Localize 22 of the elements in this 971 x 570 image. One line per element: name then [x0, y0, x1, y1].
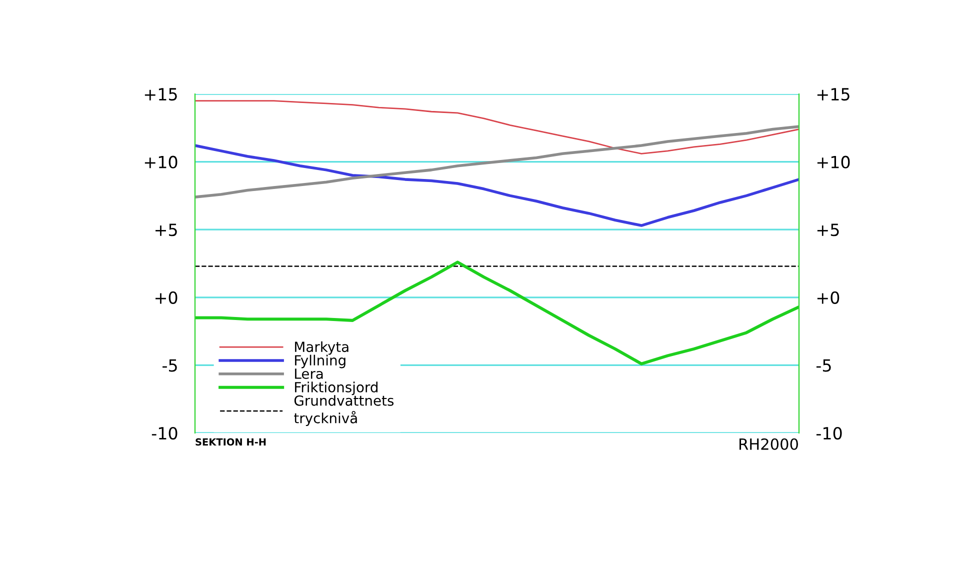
y-tick-label: -10	[152, 426, 178, 440]
y2-tick-label: +0	[817, 291, 840, 304]
legend-label: Friktionsjord	[295, 382, 378, 396]
text: RH2000	[740, 438, 798, 450]
line-series	[195, 100, 799, 154]
legend-label: Markyta	[295, 341, 348, 355]
legend-label: Grundvattnets trycknivå	[294, 395, 394, 426]
y2-tick-label: -5	[816, 359, 831, 372]
y-tick-label: +5	[156, 224, 177, 236]
legend-label: Lera	[295, 368, 323, 379]
y-tick-label: +0	[156, 291, 178, 304]
y2-tick-label: -10	[816, 426, 842, 440]
y-tick-label: +10	[144, 156, 178, 168]
text: SEKTION H-H	[196, 438, 266, 446]
y2-tick-label: +10	[817, 156, 850, 168]
y-tick-label: -5	[162, 359, 177, 372]
y-tick-label: +15	[144, 88, 177, 101]
legend-label: Fyllning	[295, 354, 346, 368]
y2-tick-label: +5	[817, 224, 839, 236]
line-series	[195, 125, 799, 198]
y2-tick-label: +15	[817, 88, 850, 101]
line-series	[195, 144, 799, 227]
